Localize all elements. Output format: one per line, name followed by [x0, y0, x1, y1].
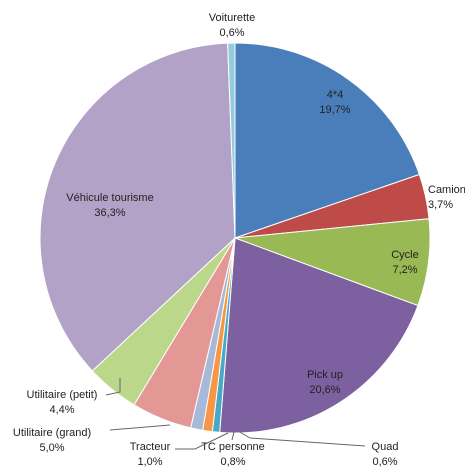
slice-value-label: 36,3%	[94, 207, 125, 219]
leader-line	[237, 430, 366, 447]
slice-label: Quad	[372, 441, 399, 453]
slice-label: Cycle	[391, 249, 419, 261]
leader-line	[175, 432, 229, 450]
slice-value-label: 0,8%	[220, 456, 245, 468]
slice-value-label: 5,0%	[39, 442, 64, 454]
slice-value-label: 20,6%	[309, 384, 340, 396]
pie-slice	[234, 42, 421, 239]
slice-label: Véhicule tourisme	[66, 192, 153, 204]
slice-label: Voiturette	[209, 12, 255, 24]
slice-value-label: 4,4%	[49, 404, 74, 416]
leader-line	[105, 378, 121, 396]
slice-label: Utilitaire (petit)	[27, 389, 98, 401]
slice-value-label: 0,6%	[372, 456, 397, 468]
slice-label: Tracteur	[130, 441, 171, 453]
slice-value-label: 0,6%	[219, 27, 244, 39]
slice-value-label: 3,7%	[428, 199, 453, 211]
slice-label: Pick up	[307, 369, 343, 381]
slice-label: Camion	[428, 184, 465, 196]
pie-slice	[227, 42, 236, 239]
leader-line	[231, 431, 235, 441]
pie-slice	[219, 237, 419, 434]
leader-line	[109, 424, 171, 431]
pie-slice	[39, 42, 236, 372]
slice-value-label: 7,2%	[392, 264, 417, 276]
slice-label: Utilitaire (grand)	[13, 427, 91, 439]
slice-value-label: 19,7%	[319, 104, 350, 116]
slice-label: TC personne	[201, 441, 265, 453]
slice-label: 4*4	[327, 89, 344, 101]
slice-value-label: 1,0%	[137, 456, 162, 468]
